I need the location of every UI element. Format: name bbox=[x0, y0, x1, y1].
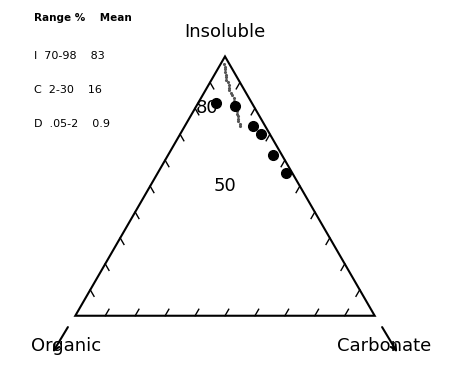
Text: D  .05-2    0.9: D .05-2 0.9 bbox=[34, 119, 110, 129]
Text: Insoluble: Insoluble bbox=[184, 23, 266, 41]
Text: 50: 50 bbox=[214, 177, 236, 195]
Text: Organic: Organic bbox=[31, 337, 101, 355]
Text: Range %    Mean: Range % Mean bbox=[34, 13, 132, 23]
Text: C  2-30    16: C 2-30 16 bbox=[34, 85, 102, 95]
Text: 80: 80 bbox=[196, 99, 218, 117]
Text: I  70-98    83: I 70-98 83 bbox=[34, 51, 105, 61]
Text: Carbonate: Carbonate bbox=[337, 337, 431, 355]
